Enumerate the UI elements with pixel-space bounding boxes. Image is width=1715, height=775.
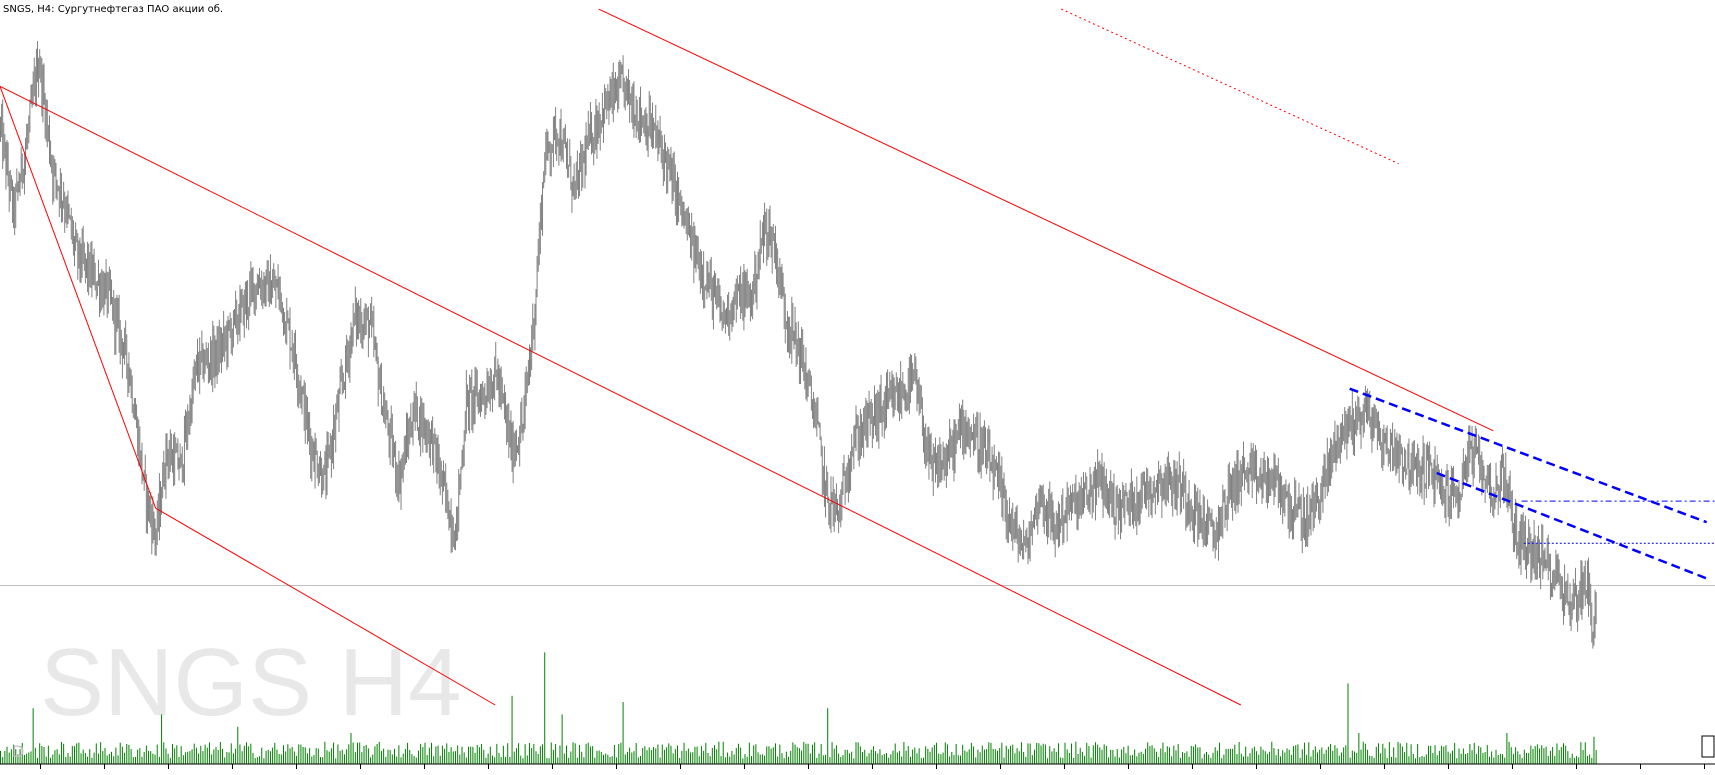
red-trendline xyxy=(155,507,496,706)
red-trendline xyxy=(1061,8,1399,165)
indicator-label: D xyxy=(12,742,24,761)
scroll-shift-button[interactable] xyxy=(1701,735,1715,758)
watermark: SNGS H4 xyxy=(40,629,461,736)
red-trendline xyxy=(0,85,1242,706)
red-trendline xyxy=(0,86,157,509)
red-trendline xyxy=(598,8,1494,432)
blue-channel-line xyxy=(1436,471,1708,580)
chart-title: SNGS, H4: Сургутнефтегаз ПАО акции об. xyxy=(3,4,223,15)
blue-channel-line xyxy=(1349,387,1708,524)
